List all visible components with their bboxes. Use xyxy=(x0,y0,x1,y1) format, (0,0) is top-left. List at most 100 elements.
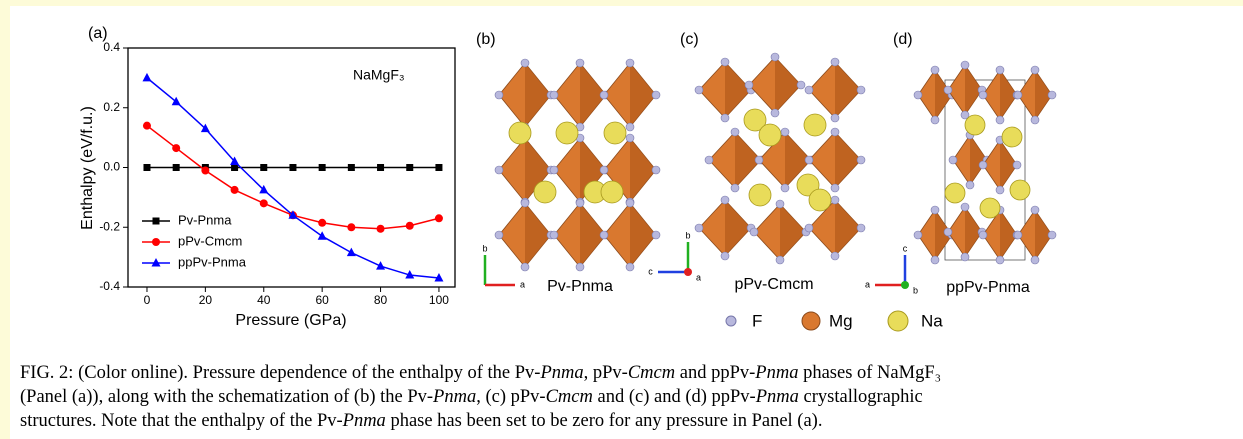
y-tick-label: 0.0 xyxy=(103,160,120,174)
structure-name: pPv-Cmcm xyxy=(734,276,813,293)
f-atom xyxy=(805,156,813,164)
f-atom xyxy=(600,91,608,99)
f-atom xyxy=(776,256,784,264)
f-atom xyxy=(626,134,634,142)
f-atom xyxy=(1048,91,1056,99)
panel-label: (b) xyxy=(476,31,496,48)
na-atom xyxy=(556,122,578,144)
f-atom xyxy=(521,263,529,271)
x-tick-label: 20 xyxy=(199,293,213,307)
f-atom xyxy=(521,59,529,67)
caption-run: FIG. 2: (Color online). Pressure depende… xyxy=(20,363,540,383)
caption-run: Cmcm xyxy=(628,363,675,383)
f-atom xyxy=(931,116,939,124)
f-atom xyxy=(979,231,987,239)
f-atom xyxy=(576,59,584,67)
caption-run: Pnma xyxy=(432,387,476,407)
na-atom xyxy=(534,181,556,203)
caption-run: phases of NaMgF₃ xyxy=(798,363,941,383)
na-atom xyxy=(965,115,985,135)
f-atom xyxy=(961,253,969,261)
y-tick-label: -0.2 xyxy=(99,219,120,233)
f-atom xyxy=(550,231,558,239)
f-atom xyxy=(831,196,839,204)
f-atom xyxy=(705,156,713,164)
axis-letter: b xyxy=(482,243,487,253)
y-tick-label: 0.2 xyxy=(103,100,120,114)
f-atom xyxy=(931,66,939,74)
f-atom xyxy=(979,91,987,99)
na-atom xyxy=(1002,127,1022,147)
y-axis-label: Enthalpy (eV/f.u.) xyxy=(79,106,96,230)
f-atom xyxy=(805,224,813,232)
f-atom xyxy=(1031,256,1039,264)
f-atom xyxy=(721,252,729,260)
page: (a) NaMgF₃ Pressure (GPa) Enthalpy (eV/f… xyxy=(0,0,1243,439)
f-atom xyxy=(721,58,729,66)
caption-run: phase has been set to be zero for any pr… xyxy=(386,411,823,431)
axis-letter: c xyxy=(903,243,908,253)
atom-label: F xyxy=(752,311,762,330)
atom-key xyxy=(888,311,908,331)
na-atom xyxy=(604,122,626,144)
y-tick-label: -0.4 xyxy=(99,279,120,293)
f-atom xyxy=(1014,91,1022,99)
caption-run: Cmcm xyxy=(546,387,593,407)
f-atom xyxy=(944,86,952,94)
f-atom xyxy=(961,61,969,69)
f-atom xyxy=(495,91,503,99)
f-atom xyxy=(721,196,729,204)
data-point xyxy=(231,164,238,171)
f-atom xyxy=(966,181,974,189)
atom-key xyxy=(802,312,820,330)
data-point xyxy=(260,164,267,171)
f-atom xyxy=(996,116,1004,124)
caption-run: Pnma xyxy=(755,387,799,407)
f-atom xyxy=(626,263,634,271)
f-atom xyxy=(600,231,608,239)
f-atom xyxy=(771,109,779,117)
f-atom xyxy=(731,128,739,136)
caption-line: structures. Note that the enthalpy of th… xyxy=(20,411,822,431)
axis-letter: c xyxy=(648,266,653,276)
x-tick-label: 100 xyxy=(429,293,449,307)
f-atom xyxy=(1013,161,1021,169)
f-atom xyxy=(857,86,865,94)
caption-run: and ppPv- xyxy=(675,363,755,383)
f-atom xyxy=(576,199,584,207)
panel-label: (d) xyxy=(893,31,913,48)
f-atom xyxy=(961,203,969,211)
f-atom xyxy=(781,184,789,192)
data-point xyxy=(143,164,150,171)
y-tick-label: 0.4 xyxy=(103,40,120,54)
x-tick-label: 60 xyxy=(315,293,329,307)
legend-marker xyxy=(152,238,160,246)
caption-run: structures. Note that the enthalpy of th… xyxy=(20,411,343,431)
axis-letter: b xyxy=(685,230,690,240)
data-point xyxy=(289,164,296,171)
x-tick-label: 0 xyxy=(144,293,151,307)
figure: (a) NaMgF₃ Pressure (GPa) Enthalpy (eV/f… xyxy=(0,0,1243,439)
f-atom xyxy=(495,231,503,239)
f-atom xyxy=(996,256,1004,264)
f-atom xyxy=(600,166,608,174)
f-atom xyxy=(652,231,660,239)
f-atom xyxy=(652,166,660,174)
caption-run: and (c) and (d) ppPv- xyxy=(593,387,756,407)
axis-letter: a xyxy=(865,279,870,289)
data-point xyxy=(406,222,414,230)
na-atom xyxy=(945,183,965,203)
f-atom xyxy=(831,114,839,122)
f-atom xyxy=(949,156,957,164)
f-atom xyxy=(931,256,939,264)
caption-run: crystallographic xyxy=(799,387,923,407)
f-atom xyxy=(831,58,839,66)
f-atom xyxy=(495,166,503,174)
f-atom xyxy=(626,59,634,67)
caption-run: Pnma xyxy=(754,363,798,383)
data-point xyxy=(260,199,268,207)
f-atom xyxy=(652,91,660,99)
x-tick-label: 80 xyxy=(374,293,388,307)
f-atom xyxy=(550,91,558,99)
f-atom xyxy=(914,231,922,239)
